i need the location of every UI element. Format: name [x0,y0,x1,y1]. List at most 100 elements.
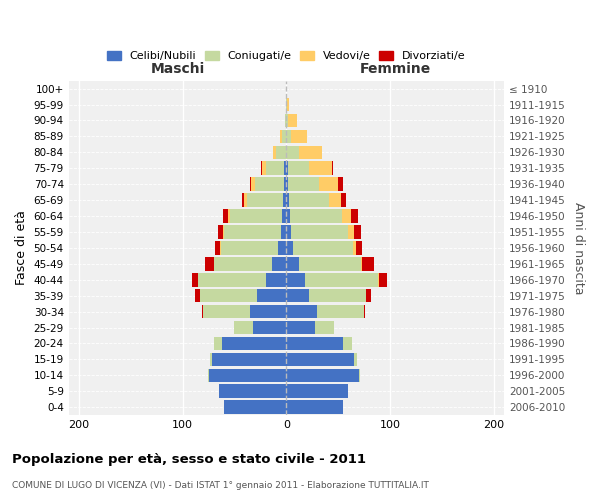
Bar [332,162,333,175]
Bar [316,321,334,334]
Bar [266,273,286,286]
Bar [338,178,343,191]
Bar [266,162,284,175]
Bar [262,162,266,175]
Bar [356,241,362,254]
Y-axis label: Anni di nascita: Anni di nascita [572,202,585,294]
Bar [286,257,299,270]
Bar [299,257,361,270]
Bar [289,178,319,191]
Bar [286,225,292,238]
Bar [366,289,371,302]
Bar [285,114,286,127]
Bar [273,146,276,159]
Bar [286,178,289,191]
Text: Femmine: Femmine [359,62,431,76]
Bar [309,289,366,302]
Bar [208,368,209,382]
Bar [364,305,365,318]
Bar [286,194,289,207]
Bar [242,194,244,207]
Bar [287,98,289,112]
Bar [361,257,362,270]
Bar [317,305,364,318]
Bar [289,162,309,175]
Bar [215,241,220,254]
Bar [209,368,286,382]
Bar [202,305,203,318]
Bar [359,368,360,382]
Bar [379,273,387,286]
Bar [309,162,332,175]
Bar [286,146,299,159]
Bar [244,194,247,207]
Bar [286,384,349,398]
Bar [284,162,286,175]
Bar [276,146,286,159]
Bar [286,241,293,254]
Y-axis label: Fasce di età: Fasce di età [15,210,28,286]
Bar [292,130,307,143]
Bar [228,210,230,223]
Bar [292,225,349,238]
Bar [250,178,251,191]
Bar [192,273,198,286]
Bar [286,162,289,175]
Bar [250,305,286,318]
Bar [286,98,287,112]
Bar [343,336,352,350]
Bar [305,273,377,286]
Bar [219,384,286,398]
Bar [223,210,228,223]
Legend: Celibi/Nubili, Coniugati/e, Vedovi/e, Divorziati/e: Celibi/Nubili, Coniugati/e, Vedovi/e, Di… [103,46,470,66]
Bar [353,241,356,254]
Bar [286,368,359,382]
Bar [278,241,286,254]
Bar [349,225,353,238]
Bar [222,336,286,350]
Bar [195,289,200,302]
Bar [377,273,379,286]
Bar [286,305,317,318]
Bar [286,114,289,127]
Bar [224,225,281,238]
Bar [200,289,257,302]
Bar [282,130,286,143]
Bar [209,352,212,366]
Bar [286,210,290,223]
Bar [293,241,353,254]
Text: COMUNE DI LUGO DI VICENZA (VI) - Dati ISTAT 1° gennaio 2011 - Elaborazione TUTTI: COMUNE DI LUGO DI VICENZA (VI) - Dati IS… [12,481,429,490]
Bar [341,194,346,207]
Bar [286,352,353,366]
Bar [221,241,278,254]
Bar [281,225,286,238]
Bar [203,305,250,318]
Bar [282,210,286,223]
Bar [272,257,286,270]
Bar [283,194,286,207]
Bar [290,210,342,223]
Bar [286,400,343,414]
Bar [350,210,358,223]
Bar [342,210,350,223]
Bar [286,336,343,350]
Bar [214,336,222,350]
Text: Maschi: Maschi [151,62,205,76]
Bar [214,257,272,270]
Bar [286,321,316,334]
Bar [198,273,266,286]
Bar [353,225,361,238]
Bar [289,194,329,207]
Bar [255,178,284,191]
Bar [223,225,224,238]
Bar [284,178,286,191]
Bar [230,210,282,223]
Bar [329,194,341,207]
Bar [253,321,286,334]
Bar [251,178,255,191]
Bar [205,257,214,270]
Bar [319,178,338,191]
Bar [299,146,322,159]
Bar [280,130,282,143]
Bar [362,257,374,270]
